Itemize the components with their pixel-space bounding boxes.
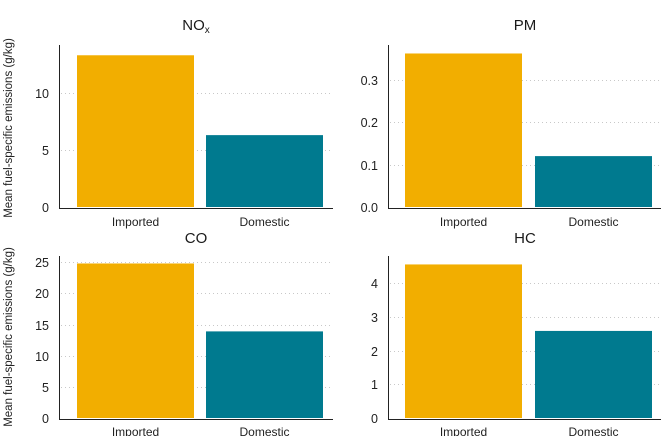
bar-domestic — [535, 330, 652, 418]
panel-title: CO — [185, 230, 208, 247]
bar-imported — [77, 263, 194, 418]
y-tick-label: 5 — [42, 144, 49, 158]
y-tick-label: 1 — [371, 378, 378, 392]
bar-domestic — [535, 156, 652, 207]
panel-title-main: NO — [182, 17, 205, 34]
panel-title: HC — [514, 230, 536, 247]
x-category-label: Imported — [112, 215, 159, 229]
y-tick-label: 5 — [42, 381, 49, 395]
x-category-label: Domestic — [568, 425, 618, 436]
y-tick-label: 4 — [371, 277, 378, 291]
chart-panel-1: 0 5 10 Imported Domestic NOx Mean fuel-specifi… — [3, 17, 333, 229]
y-axis-label: Mean fuel-specific emissions (g/kg) — [3, 247, 15, 427]
panel-title-main: PM — [514, 17, 537, 34]
y-tick-label: 3 — [371, 311, 378, 325]
x-category-label: Domestic — [239, 215, 289, 229]
bar-imported — [405, 264, 522, 418]
x-category-label: Imported — [112, 425, 159, 436]
y-tick-label: 25 — [35, 256, 49, 270]
bar-imported — [405, 53, 522, 207]
y-tick-label: 15 — [35, 319, 49, 333]
panel-title-main: CO — [185, 230, 208, 247]
x-category-label: Domestic — [239, 425, 289, 436]
y-tick-label: 0 — [371, 412, 378, 426]
y-tick-label: 10 — [35, 87, 49, 101]
x-category-label: Imported — [440, 215, 487, 229]
panel-title: PM — [514, 17, 537, 34]
y-tick-label: 0 — [42, 201, 49, 215]
y-tick-label: 0.2 — [361, 116, 378, 130]
y-tick-label: 2 — [371, 345, 378, 359]
x-category-label: Imported — [440, 425, 487, 436]
panel-title: NOx — [182, 17, 210, 36]
y-tick-label: 0.3 — [361, 74, 378, 88]
y-tick-label: 20 — [35, 287, 49, 301]
y-tick-label: 0.0 — [361, 201, 378, 215]
y-tick-label: 0 — [42, 412, 49, 426]
chart-panel-3: 0 5 10 15 20 25 Imported Domestic CO Mean fuel-sp… — [3, 230, 333, 436]
chart-panel-2: 0.0 0.1 0.2 0.3 Imported Domestic PM — [361, 17, 661, 229]
y-tick-label: 10 — [35, 350, 49, 364]
bar-domestic — [206, 135, 323, 207]
x-category-label: Domestic — [568, 215, 618, 229]
panel-title-subscript: x — [205, 25, 210, 36]
chart-panel-4: 0 1 2 3 4 Imported Domestic HC — [371, 230, 661, 436]
y-axis-label: Mean fuel-specific emissions (g/kg) — [3, 38, 15, 218]
bar-domestic — [206, 331, 323, 418]
bar-imported — [77, 55, 194, 207]
y-tick-label: 0.1 — [361, 159, 378, 173]
panel-title-main: HC — [514, 230, 536, 247]
